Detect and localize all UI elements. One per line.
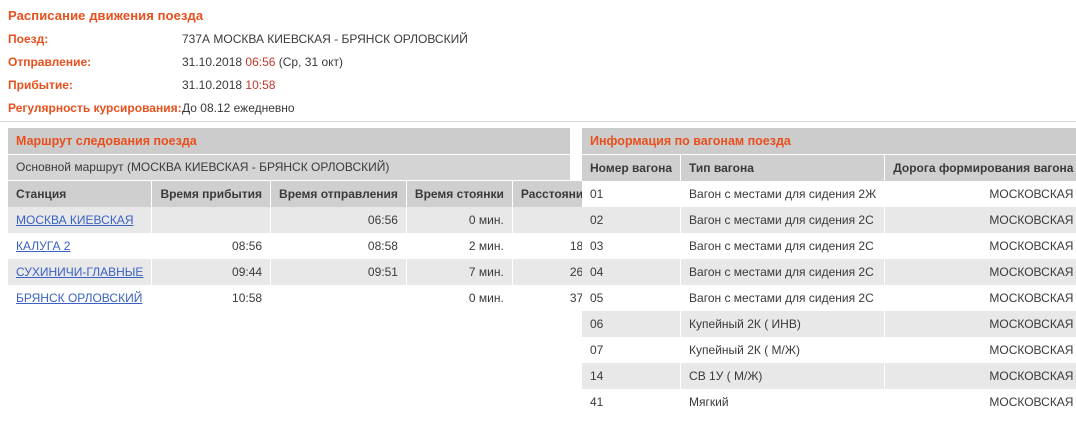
page-title: Расписание движения поезда (8, 8, 204, 23)
section-divider (0, 121, 1076, 122)
route-cell-station: БРЯНСК ОРЛОВСКИЙ (8, 285, 153, 311)
summary-row-train: Поезд: 737А МОСКВА КИЕВСКАЯ - БРЯНСК ОРЛ… (8, 33, 1076, 46)
table-row: 06 Купейный 2К ( ИНВ) МОСКОВСКАЯ (582, 311, 1076, 337)
departure-value: 31.10.2018 06:56 (Ср, 31 окт) (182, 56, 343, 69)
route-col-arrival: Время прибытия (151, 180, 272, 207)
wagon-cell-type: Вагон с местами для сидения 2С (680, 233, 886, 259)
route-cell-departure: 09:51 (270, 259, 407, 285)
table-row: 04 Вагон с местами для сидения 2С МОСКОВ… (582, 259, 1076, 285)
wagons-col-road: Дорога формирования вагона (884, 154, 1076, 181)
route-panel: Маршрут следования поезда Основной маршр… (8, 128, 598, 311)
table-row: 02 Вагон с местами для сидения 2С МОСКОВ… (582, 207, 1076, 233)
route-cell-station: СУХИНИЧИ-ГЛАВНЫЕ (8, 259, 153, 285)
wagons-panel-title: Информация по вагонам поезда (582, 128, 1076, 154)
wagon-cell-number: 04 (582, 259, 682, 285)
route-panel-title: Маршрут следования поезда (8, 128, 570, 154)
route-col-stop: Время стоянки (406, 180, 513, 207)
panels-container: Маршрут следования поезда Основной маршр… (0, 128, 1076, 418)
route-cell-departure (270, 285, 407, 311)
table-row: 14 СВ 1У ( М/Ж) МОСКОВСКАЯ (582, 363, 1076, 389)
arrival-label: Прибытие: (8, 78, 73, 92)
train-summary-block: Расписание движения поезда Поезд: 737А М… (0, 0, 1076, 115)
departure-date: 31.10.2018 (182, 55, 246, 69)
wagon-cell-road: МОСКОВСКАЯ (884, 285, 1076, 311)
wagon-cell-number: 07 (582, 337, 682, 363)
wagons-col-type: Тип вагона (680, 154, 886, 181)
wagon-cell-road: МОСКОВСКАЯ (884, 233, 1076, 259)
route-subtitle: Основной маршрут (МОСКВА КИЕВСКАЯ - БРЯН… (8, 154, 570, 180)
arrival-date: 31.10.2018 (182, 78, 246, 92)
wagon-cell-road: МОСКОВСКАЯ (884, 181, 1076, 207)
wagon-cell-number: 14 (582, 363, 682, 389)
regularity-value: До 08.12 ежедневно (182, 101, 295, 115)
route-cell-arrival: 09:44 (151, 259, 272, 285)
station-link[interactable]: МОСКВА КИЕВСКАЯ (16, 213, 134, 227)
table-row: 07 Купейный 2К ( М/Ж) МОСКОВСКАЯ (582, 337, 1076, 363)
departure-time: 06:56 (245, 55, 276, 69)
station-link[interactable]: КАЛУГА 2 (16, 239, 71, 253)
wagon-cell-number: 03 (582, 233, 682, 259)
wagon-cell-road: МОСКОВСКАЯ (884, 207, 1076, 233)
route-cell-arrival (151, 207, 272, 233)
table-row: БРЯНСК ОРЛОВСКИЙ 10:58 0 мин. 379 (8, 285, 598, 311)
summary-row-regularity: Регулярность курсирования: До 08.12 ежед… (8, 102, 1076, 115)
departure-weekday: (Ср, 31 окт) (275, 55, 344, 69)
wagon-cell-number: 02 (582, 207, 682, 233)
route-cell-arrival: 10:58 (151, 285, 272, 311)
table-row: 05 Вагон с местами для сидения 2С МОСКОВ… (582, 285, 1076, 311)
route-cell-stop: 7 мин. (406, 259, 513, 285)
table-row: 03 Вагон с местами для сидения 2С МОСКОВ… (582, 233, 1076, 259)
route-header-row: Станция Время прибытия Время отправления… (8, 180, 598, 207)
wagons-panel: Информация по вагонам поезда Номер вагон… (582, 128, 1076, 415)
route-cell-departure: 06:56 (270, 207, 407, 233)
wagon-cell-type: Вагон с местами для сидения 2С (680, 259, 886, 285)
summary-row-departure: Отправление: 31.10.2018 06:56 (Ср, 31 ок… (8, 56, 1076, 69)
route-cell-arrival: 08:56 (151, 233, 272, 259)
train-value: 737А МОСКВА КИЕВСКАЯ - БРЯНСК ОРЛОВСКИЙ (182, 32, 468, 46)
wagon-cell-road: МОСКОВСКАЯ (884, 389, 1076, 415)
route-table: Станция Время прибытия Время отправления… (8, 180, 598, 311)
wagon-cell-type: Мягкий (680, 389, 886, 415)
summary-row-arrival: Прибытие: 31.10.2018 10:58 (8, 79, 1076, 92)
table-row: КАЛУГА 2 08:56 08:58 2 мин. 182 (8, 233, 598, 259)
wagon-cell-road: МОСКОВСКАЯ (884, 311, 1076, 337)
route-cell-departure: 08:58 (270, 233, 407, 259)
route-cell-stop: 0 мин. (406, 285, 513, 311)
wagon-cell-number: 41 (582, 389, 682, 415)
wagon-cell-type: Вагон с местами для сидения 2С (680, 207, 886, 233)
wagon-cell-type: СВ 1У ( М/Ж) (680, 363, 886, 389)
wagon-cell-type: Купейный 2К ( ИНВ) (680, 311, 886, 337)
regularity-label: Регулярность курсирования: (8, 101, 182, 115)
wagon-cell-road: МОСКОВСКАЯ (884, 259, 1076, 285)
route-cell-stop: 0 мин. (406, 207, 513, 233)
route-col-departure: Время отправления (270, 180, 407, 207)
wagons-col-number: Номер вагона (582, 154, 682, 181)
wagon-cell-road: МОСКОВСКАЯ (884, 337, 1076, 363)
wagons-header-row: Номер вагона Тип вагона Дорога формирова… (582, 154, 1076, 181)
table-row: МОСКВА КИЕВСКАЯ 06:56 0 мин. 0 (8, 207, 598, 233)
route-cell-stop: 2 мин. (406, 233, 513, 259)
table-row: 01 Вагон с местами для сидения 2Ж МОСКОВ… (582, 181, 1076, 207)
wagon-cell-type: Купейный 2К ( М/Ж) (680, 337, 886, 363)
arrival-time: 10:58 (245, 78, 276, 92)
wagon-cell-number: 06 (582, 311, 682, 337)
wagon-cell-road: МОСКОВСКАЯ (884, 363, 1076, 389)
train-label: Поезд: (8, 32, 49, 46)
route-cell-station: КАЛУГА 2 (8, 233, 153, 259)
table-row: СУХИНИЧИ-ГЛАВНЫЕ 09:44 09:51 7 мин. 261 (8, 259, 598, 285)
wagon-cell-number: 05 (582, 285, 682, 311)
arrival-value: 31.10.2018 10:58 (182, 79, 275, 92)
station-link[interactable]: СУХИНИЧИ-ГЛАВНЫЕ (16, 265, 144, 279)
table-row: 41 Мягкий МОСКОВСКАЯ (582, 389, 1076, 415)
departure-label: Отправление: (8, 55, 92, 69)
route-col-station: Станция (8, 180, 153, 207)
station-link[interactable]: БРЯНСК ОРЛОВСКИЙ (16, 291, 143, 305)
wagon-cell-type: Вагон с местами для сидения 2Ж (680, 181, 886, 207)
wagons-table: Номер вагона Тип вагона Дорога формирова… (582, 154, 1076, 415)
wagon-cell-type: Вагон с местами для сидения 2С (680, 285, 886, 311)
wagon-cell-number: 01 (582, 181, 682, 207)
route-cell-station: МОСКВА КИЕВСКАЯ (8, 207, 153, 233)
